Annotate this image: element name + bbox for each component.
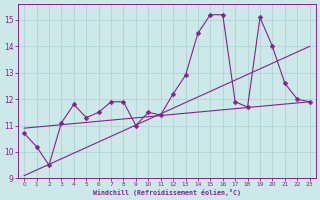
X-axis label: Windchill (Refroidissement éolien,°C): Windchill (Refroidissement éolien,°C) — [93, 189, 241, 196]
